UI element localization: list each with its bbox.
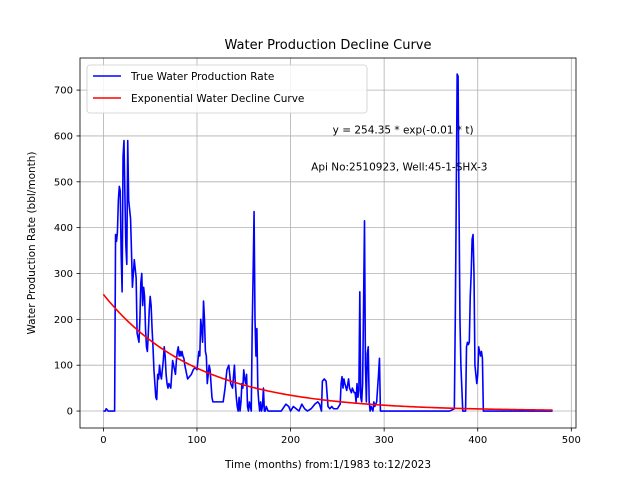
y-tick-label: 500 bbox=[54, 177, 73, 188]
series-line-true-rate bbox=[103, 73, 553, 412]
series-line-exponential-curve bbox=[102, 293, 553, 411]
y-tick-label: 200 bbox=[54, 315, 73, 326]
x-axis-label: Time (months) from:1/1983 to:12/2023 bbox=[224, 459, 431, 471]
y-axis-label: Water Production Rate (bbl/month) bbox=[26, 151, 38, 334]
y-tick-label: 100 bbox=[54, 361, 73, 372]
y-tick-label: 300 bbox=[54, 269, 73, 280]
x-tick-label: 300 bbox=[375, 435, 394, 446]
x-tick-label: 400 bbox=[468, 435, 487, 446]
annotation-text: Api No:2510923, Well:45-1-SHX-3 bbox=[311, 161, 487, 173]
axis-ticks: 0 100 200 300 400 500 0 100 200 300 400 500 600 700 bbox=[54, 86, 581, 446]
x-tick-label: 200 bbox=[281, 435, 300, 446]
y-tick-label: 700 bbox=[54, 86, 73, 97]
x-tick-label: 500 bbox=[562, 435, 581, 446]
plot-frame bbox=[79, 57, 577, 429]
y-tick-label: 400 bbox=[54, 223, 73, 234]
annotation-text: y = 254.35 * exp(-0.01 * t) bbox=[333, 125, 474, 137]
legend: True Water Production Rate Exponential W… bbox=[86, 64, 368, 114]
annotations: y = 254.35 * exp(-0.01 * t) Api No:251092… bbox=[311, 125, 487, 174]
y-tick-label: 600 bbox=[54, 131, 73, 142]
plot-lines bbox=[102, 73, 553, 412]
legend-label-exponential-curve: Exponential Water Decline Curve bbox=[131, 93, 304, 105]
legend-label-true-rate: True Water Production Rate bbox=[130, 71, 274, 83]
x-tick-label: 100 bbox=[187, 435, 206, 446]
x-tick-label: 0 bbox=[100, 435, 106, 446]
y-tick-label: 0 bbox=[67, 407, 73, 418]
legend-box bbox=[86, 64, 368, 114]
chart-title: Water Production Decline Curve bbox=[225, 38, 432, 53]
